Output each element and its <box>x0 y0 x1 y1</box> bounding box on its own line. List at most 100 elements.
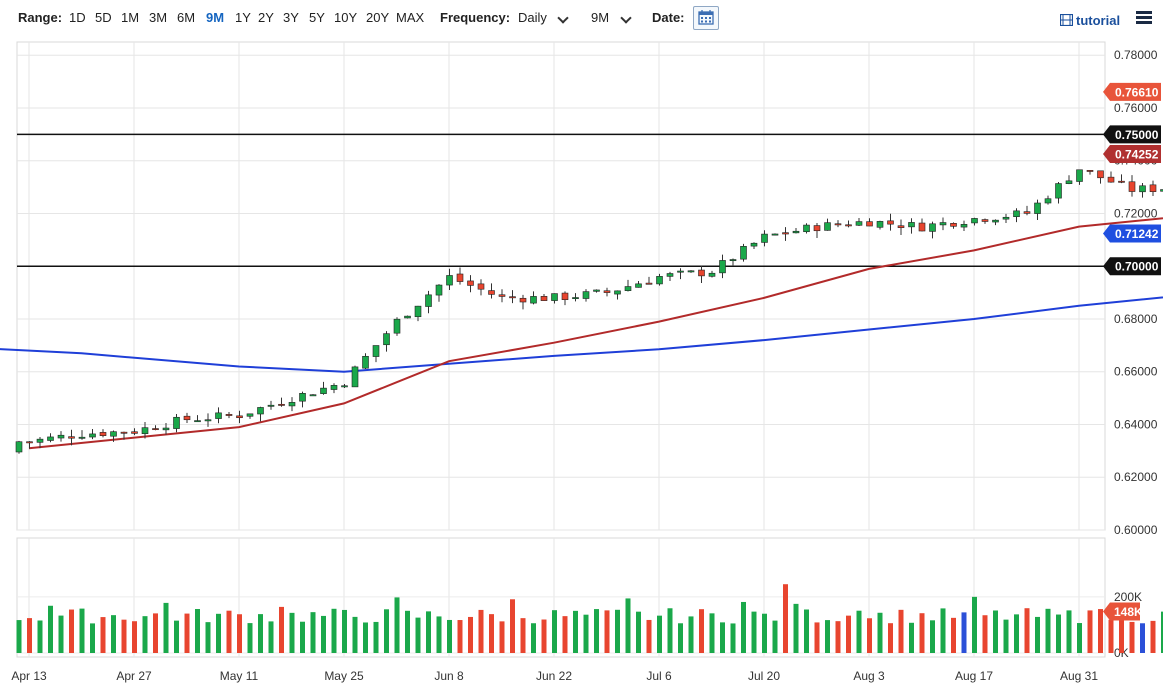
candlestick[interactable] <box>981 218 989 224</box>
candlestick[interactable] <box>152 425 159 431</box>
candlestick[interactable] <box>876 220 884 230</box>
candlestick[interactable] <box>918 218 926 232</box>
candlestick[interactable] <box>824 218 831 231</box>
candlestick[interactable] <box>677 268 684 280</box>
candlestick[interactable] <box>929 221 936 239</box>
candlestick[interactable] <box>1160 189 1163 195</box>
candlestick[interactable] <box>1118 174 1125 184</box>
candlestick[interactable] <box>834 220 842 228</box>
candlestick[interactable] <box>162 422 170 435</box>
candlestick[interactable] <box>1086 170 1094 175</box>
candlestick[interactable] <box>729 258 737 266</box>
tutorial-link[interactable]: tutorial <box>1059 13 1120 28</box>
candlestick[interactable] <box>1065 175 1073 185</box>
candlestick[interactable] <box>866 218 873 227</box>
candlestick[interactable] <box>341 384 348 388</box>
candlestick[interactable] <box>372 345 380 363</box>
candlestick[interactable] <box>89 428 96 440</box>
range-button-6m[interactable]: 6M <box>177 10 196 25</box>
candlestick[interactable] <box>1097 170 1104 184</box>
candlestick[interactable] <box>540 293 548 301</box>
candlestick[interactable] <box>603 287 611 297</box>
candlestick[interactable] <box>1149 180 1157 197</box>
candlestick[interactable] <box>68 429 75 446</box>
range-button-9m[interactable]: 9M <box>206 10 225 25</box>
candlestick[interactable] <box>477 279 485 296</box>
candlestick[interactable] <box>215 407 222 424</box>
frequency-dropdown[interactable]: Daily <box>518 10 547 26</box>
candlestick[interactable] <box>1002 213 1010 223</box>
range-button-5y[interactable]: 5Y <box>309 10 325 25</box>
candlestick[interactable] <box>498 289 506 303</box>
candlestick[interactable] <box>1128 175 1136 197</box>
candlestick[interactable] <box>425 290 432 314</box>
candlestick[interactable] <box>813 222 821 238</box>
candlestick[interactable] <box>561 291 569 306</box>
candlestick[interactable] <box>446 268 453 291</box>
range-button-3m[interactable]: 3M <box>149 10 168 25</box>
candlestick[interactable] <box>897 219 905 236</box>
candlestick[interactable] <box>1023 205 1031 216</box>
date-picker-button[interactable] <box>693 6 719 30</box>
candlestick[interactable] <box>708 270 716 278</box>
candlestick[interactable] <box>782 227 789 241</box>
candlestick[interactable] <box>194 415 201 423</box>
candlestick[interactable] <box>908 218 915 234</box>
candlestick[interactable] <box>719 254 726 279</box>
candlestick[interactable] <box>110 430 117 442</box>
candlestick[interactable] <box>278 397 285 407</box>
candlestick[interactable] <box>47 433 54 443</box>
candlestick[interactable] <box>26 441 33 449</box>
candlestick[interactable] <box>257 406 264 422</box>
candlestick[interactable] <box>488 283 495 299</box>
range-button-20y[interactable]: 20Y <box>366 10 390 25</box>
candlestick[interactable] <box>593 289 600 293</box>
range-button-max[interactable]: MAX <box>396 10 425 25</box>
candlestick[interactable] <box>320 381 327 395</box>
candlestick[interactable] <box>120 431 128 440</box>
range-button-5d[interactable]: 5D <box>95 10 112 25</box>
candlestick[interactable] <box>740 243 747 262</box>
period-dropdown[interactable]: 9M <box>591 10 609 26</box>
candlestick[interactable] <box>624 279 632 292</box>
candlestick[interactable] <box>236 410 243 424</box>
candlestick[interactable] <box>78 430 86 440</box>
candlestick[interactable] <box>950 222 957 229</box>
range-button-2y[interactable]: 2Y <box>258 10 274 25</box>
candlestick[interactable] <box>1013 208 1020 223</box>
candlestick[interactable] <box>131 428 138 436</box>
candlestick[interactable] <box>845 220 852 228</box>
candlestick[interactable] <box>572 293 579 302</box>
candlestick[interactable] <box>656 273 663 286</box>
candlestick[interactable] <box>467 275 474 293</box>
candlestick[interactable] <box>330 383 338 394</box>
candlestick[interactable] <box>992 219 999 226</box>
candlestick[interactable] <box>1139 182 1146 198</box>
range-button-1m[interactable]: 1M <box>121 10 140 25</box>
candlestick[interactable] <box>246 413 254 419</box>
candlestick[interactable] <box>750 242 758 249</box>
candlestick[interactable] <box>687 270 695 273</box>
candlestick[interactable] <box>509 290 516 304</box>
candlestick[interactable] <box>1076 169 1083 185</box>
candlestick[interactable] <box>173 414 180 433</box>
candlestick[interactable] <box>1044 195 1052 205</box>
candlestick[interactable] <box>645 276 653 285</box>
candlestick[interactable] <box>435 284 443 302</box>
candlestick[interactable] <box>551 293 558 304</box>
candlestick[interactable] <box>855 217 863 226</box>
candlestick[interactable] <box>614 290 621 300</box>
candlestick[interactable] <box>803 223 810 234</box>
range-button-10y[interactable]: 10Y <box>334 10 358 25</box>
candlestick[interactable] <box>887 213 894 231</box>
candlestick[interactable] <box>960 220 968 232</box>
candlestick[interactable] <box>1055 182 1062 204</box>
candlestick[interactable] <box>761 230 768 247</box>
candlestick[interactable] <box>225 411 233 419</box>
candlestick[interactable] <box>1107 171 1115 183</box>
candlestick[interactable] <box>1034 199 1041 220</box>
candlestick[interactable] <box>309 394 317 397</box>
candlestick[interactable] <box>99 429 107 438</box>
range-button-1y[interactable]: 1Y <box>235 10 251 25</box>
